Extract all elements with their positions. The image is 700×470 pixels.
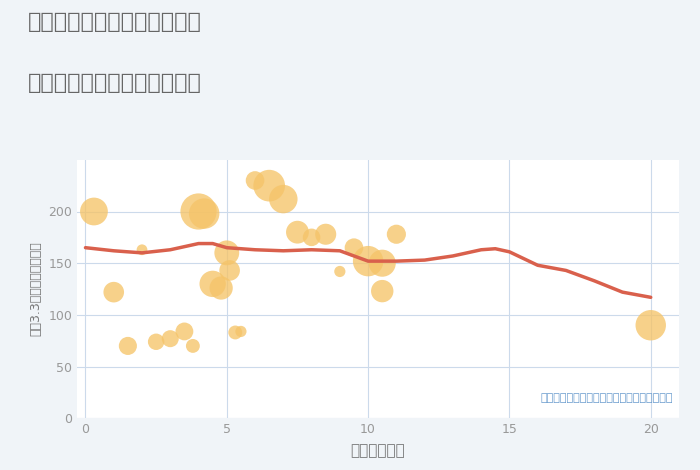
Point	[224, 266, 235, 274]
Point	[188, 342, 199, 350]
Point	[306, 234, 317, 241]
Point	[334, 268, 345, 275]
Point	[164, 335, 176, 343]
Point	[230, 329, 241, 336]
Point	[264, 182, 275, 189]
Point	[122, 342, 134, 350]
Point	[377, 259, 388, 267]
Point	[108, 289, 119, 296]
Point	[320, 230, 331, 238]
Text: 円の大きさは、取引のあった物件面積を示す: 円の大きさは、取引のあった物件面積を示す	[540, 393, 673, 403]
Point	[278, 196, 289, 203]
Point	[349, 244, 360, 251]
Text: 愛知県名古屋市中村区賑町の: 愛知県名古屋市中村区賑町の	[28, 12, 202, 32]
Point	[292, 228, 303, 236]
Point	[216, 284, 227, 292]
Point	[207, 280, 218, 288]
Point	[221, 249, 232, 257]
Point	[178, 328, 190, 335]
Y-axis label: 坪（3.3㎡）単価（万円）: 坪（3.3㎡）単価（万円）	[29, 242, 43, 337]
Point	[150, 338, 162, 345]
Point	[391, 230, 402, 238]
Point	[235, 328, 246, 335]
Point	[193, 208, 204, 215]
Text: 駅距離別中古マンション価格: 駅距離別中古マンション価格	[28, 73, 202, 93]
Point	[88, 208, 99, 215]
Point	[645, 321, 657, 329]
Point	[377, 287, 388, 295]
Point	[199, 210, 210, 217]
Point	[136, 246, 148, 253]
X-axis label: 駅距離（分）: 駅距離（分）	[351, 443, 405, 458]
Point	[363, 258, 374, 265]
Point	[249, 177, 260, 184]
